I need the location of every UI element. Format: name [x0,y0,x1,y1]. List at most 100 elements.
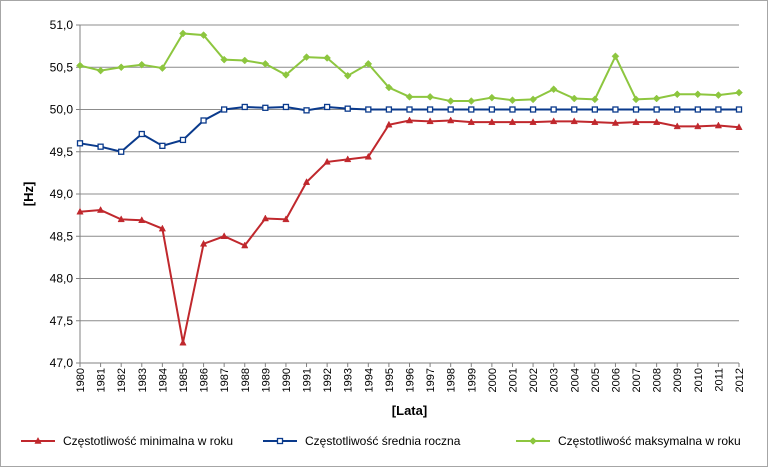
data-point [715,106,722,113]
data-point [97,143,104,150]
legend-label: Częstotliwość średnia roczna [305,434,461,448]
series-line [79,105,739,153]
data-point [591,118,599,125]
data-point [488,118,496,125]
x-tick-label: 1994 [363,368,375,392]
data-point [344,155,352,163]
x-tick-label: 1995 [384,368,396,392]
data-point [446,97,455,105]
data-point [653,106,660,113]
data-point [282,71,290,79]
x-tick-labels: 1980 1981 1982 1983 1984 1985 1986 1987 1988 1989… [75,368,746,392]
y-tick-labels: 47,0 47,5 48,0 48,5 49,0 49,5 50,0 50,5 51,0 [50,18,74,370]
data-point [385,106,393,113]
data-point [529,95,537,104]
axes [76,24,740,367]
data-point [467,97,476,105]
legend-item: Częstotliwość średnia roczna [263,434,461,448]
data-point [323,157,331,165]
data-point [138,216,146,223]
x-tick-label: 1986 [199,368,211,392]
x-tick-label: 1996 [405,368,417,392]
data-point [529,106,537,113]
series-lines [76,29,743,346]
x-tick-label: 2006 [610,368,622,392]
legend-item: Częstotliwość maksymalna w roku [516,434,741,448]
data-point [693,90,702,99]
data-point [632,95,640,104]
data-point [406,106,413,113]
data-point [590,95,599,104]
data-point [179,338,187,346]
data-point [343,71,352,80]
data-point [508,96,517,105]
data-point [282,103,290,111]
data-point [447,106,454,113]
legend-label: Częstotliwość minimalna w roku [63,434,233,448]
data-point [282,215,290,223]
x-tick-label: 2001 [507,368,519,392]
data-point [199,239,208,247]
x-tick-label: 1998 [446,368,458,392]
legend-swatch-marker [276,437,284,445]
data-point [591,106,598,113]
data-point [302,53,311,61]
data-point [261,214,269,222]
data-point [652,94,661,103]
data-point [365,106,372,113]
data-point [158,64,167,72]
data-point [405,116,414,124]
x-tick-label: 2011 [713,368,725,392]
series-2 [76,103,743,155]
data-point [159,142,166,149]
x-tick-label: 1981 [96,368,108,392]
data-point [76,61,84,70]
data-point [261,60,270,68]
data-point [303,107,310,114]
data-point [571,106,578,113]
x-tick-label: 2003 [549,368,561,392]
legend: Częstotliwość minimalna w roku Częstotliw… [21,434,741,448]
x-tick-label: 1980 [75,368,87,392]
data-point [138,130,145,138]
data-point [200,117,207,124]
data-point [240,56,249,65]
data-point [323,103,331,111]
data-point [447,116,455,124]
x-tick-label: 1991 [302,368,314,392]
data-point [550,106,557,113]
data-point [179,136,187,144]
data-point [76,140,84,147]
data-point [344,105,351,112]
x-tick-label: 2005 [590,368,602,392]
data-point [117,215,125,223]
data-point [405,92,414,101]
x-tick-label: 1993 [343,368,355,392]
y-tick-label: 51,0 [50,18,74,32]
data-point [570,117,578,125]
data-point [96,206,105,213]
data-point [364,152,372,160]
data-point [673,122,681,130]
data-point [509,106,516,113]
data-point [694,122,702,130]
data-point [468,106,475,113]
x-tick-label: 1990 [281,368,293,392]
data-point [220,232,228,239]
data-point [735,88,743,97]
data-point [385,120,393,128]
x-tick-label: 1987 [219,368,231,392]
y-tick-label: 47,5 [50,314,74,328]
y-tick-label: 49,0 [50,187,74,201]
data-point [241,241,249,249]
data-point [96,66,105,75]
data-point [611,52,620,61]
data-point [426,92,434,101]
x-tick-label: 2007 [631,368,643,392]
data-point [611,118,620,126]
data-point [612,106,619,113]
legend-label: Częstotliwość maksymalna w roku [558,434,741,448]
y-tick-label: 50,5 [50,60,74,74]
y-tick-label: 48,0 [50,272,74,286]
data-point [570,94,579,103]
